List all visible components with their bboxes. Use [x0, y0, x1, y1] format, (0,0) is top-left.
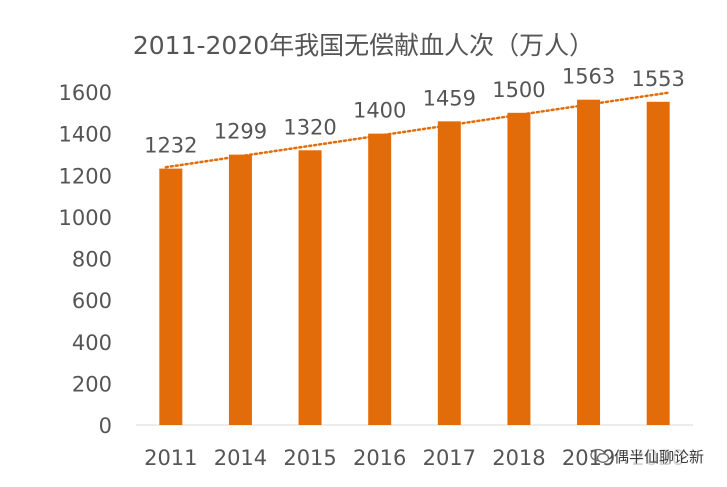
wechat-icon [590, 448, 610, 463]
bar [507, 112, 531, 425]
y-tick-label: 1400 [59, 123, 112, 147]
x-tick-label: 2011 [144, 446, 197, 470]
bar [646, 101, 670, 426]
x-tick-label: 2014 [214, 446, 267, 470]
watermark: 偶半仙聊论新 [590, 443, 705, 469]
x-tick-label: 2017 [423, 446, 476, 470]
y-tick-label: 0 [99, 414, 112, 438]
bar [159, 168, 183, 425]
x-tick-label: 2016 [353, 446, 406, 470]
y-tick-label: 1200 [59, 164, 112, 188]
data-label: 1320 [283, 115, 336, 139]
bar [298, 150, 322, 425]
x-tick-label: 2015 [283, 446, 336, 470]
y-tick-label: 800 [72, 248, 112, 272]
bar [368, 133, 392, 425]
bar [577, 99, 601, 425]
watermark-text: 偶半仙聊论新 [614, 445, 705, 467]
data-label: 1400 [353, 99, 406, 123]
data-label: 1232 [144, 134, 197, 158]
y-tick-label: 1000 [59, 206, 112, 230]
y-tick-label: 400 [72, 331, 112, 355]
data-label: 1459 [423, 86, 476, 110]
y-tick-label: 1600 [59, 81, 112, 105]
bar [228, 154, 252, 425]
data-label: 1299 [214, 120, 267, 144]
bar [437, 121, 461, 425]
y-tick-label: 200 [72, 372, 112, 396]
y-tick-label: 600 [72, 289, 112, 313]
data-label: 1553 [631, 67, 684, 91]
x-tick-label: 2018 [492, 446, 545, 470]
chart-title: 2011-2020年我国无偿献血人次（万人） [132, 31, 595, 60]
trendline [164, 91, 672, 169]
data-label: 1500 [492, 78, 545, 102]
data-label: 1563 [562, 65, 615, 89]
